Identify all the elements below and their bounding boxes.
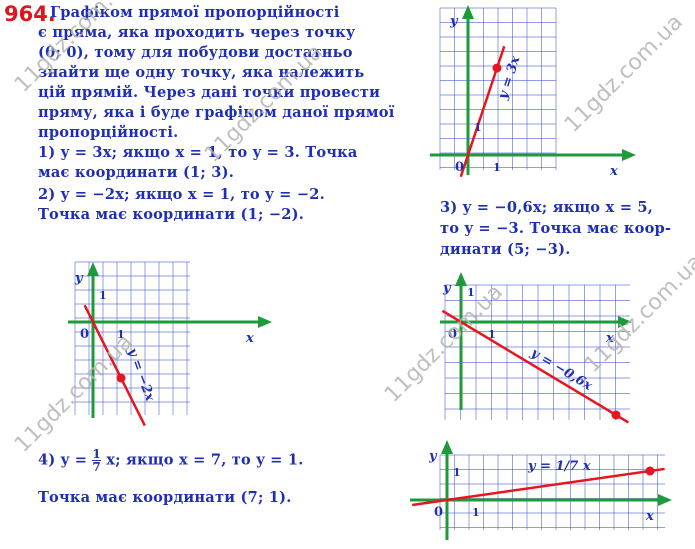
- case1-line: 1) y = 3x; якщо x = 1, то y = 3. Точка: [38, 144, 358, 161]
- y-axis-label: y: [74, 271, 84, 286]
- x-tick-label: 1: [493, 161, 501, 174]
- case3-line: 3) y = −0,6x; якщо x = 5,: [440, 199, 654, 216]
- x-tick-label: 1: [472, 506, 480, 519]
- y-tick-label: 1: [474, 121, 482, 134]
- x-axis-arrow-icon: [658, 494, 672, 506]
- function-line: [441, 309, 630, 424]
- intro-line: є пряма, яка проходить через точку: [38, 24, 356, 41]
- fraction-den: 7: [92, 460, 101, 474]
- y-axis-arrow-icon: [441, 440, 453, 454]
- point-marker: [116, 373, 126, 383]
- y-axis-label: y: [442, 281, 452, 296]
- y-axis-label: y: [449, 14, 459, 29]
- point-marker: [645, 466, 655, 476]
- intro-line: пропорційності.: [38, 124, 179, 141]
- case2-line: Точка має координати (1; −2).: [38, 206, 304, 223]
- function-line: [83, 304, 146, 427]
- intro-line: пряму, яка і буде графіком даної прямої: [38, 104, 395, 121]
- x-tick-label: 1: [488, 328, 496, 341]
- intro-line: (0; 0), тому для побудови достатньо: [38, 44, 353, 61]
- fraction-num: 1: [92, 447, 101, 461]
- y-axis-arrow-icon: [87, 262, 99, 276]
- origin-label: 0: [80, 327, 89, 342]
- origin-label: 0: [434, 505, 443, 520]
- case4-suffix: x; якщо x = 7, то y = 1.: [106, 451, 304, 469]
- y-axis-arrow-icon: [462, 5, 474, 19]
- intro-line: цій прямій. Через дані точки провести: [38, 84, 381, 101]
- x-axis-arrow-icon: [622, 149, 636, 161]
- case2-line: 2) y = −2x; якщо x = 1, то y = −2.: [38, 186, 325, 203]
- y-tick-label: 1: [453, 466, 461, 479]
- origin-label: 0: [455, 160, 464, 175]
- y-axis-label: y: [428, 449, 438, 464]
- point-marker: [492, 63, 502, 73]
- case1-line: має координати (1; 3).: [38, 164, 235, 181]
- case4-line: Точка має координати (7; 1).: [38, 489, 292, 506]
- intro-line: Графіком прямої пропорційності: [50, 4, 340, 21]
- x-axis-arrow-icon: [258, 316, 272, 328]
- function-line: [412, 467, 665, 507]
- x-axis-label: x: [245, 331, 254, 346]
- point-marker: [611, 410, 621, 420]
- y-tick-label: 1: [99, 289, 107, 302]
- case3-line: то y = −3. Точка має коор-: [440, 220, 672, 237]
- x-axis-arrow-icon: [618, 316, 632, 328]
- y-axis-arrow-icon: [455, 272, 467, 286]
- problem-number: 964.: [4, 2, 56, 26]
- y-tick-label: 1: [467, 286, 475, 299]
- x-axis-label: x: [605, 331, 614, 346]
- origin-label: 0: [448, 327, 457, 342]
- x-axis-label: x: [609, 164, 618, 179]
- case3-line: динати (5; −3).: [440, 241, 571, 258]
- x-axis-label: x: [645, 509, 654, 524]
- case4-prefix: 4) y =: [38, 451, 88, 469]
- intro-line: знайти ще одну точку, яка належить: [38, 64, 365, 81]
- equation-label: y = 1/7 x: [527, 459, 591, 474]
- x-tick-label: 1: [117, 328, 125, 341]
